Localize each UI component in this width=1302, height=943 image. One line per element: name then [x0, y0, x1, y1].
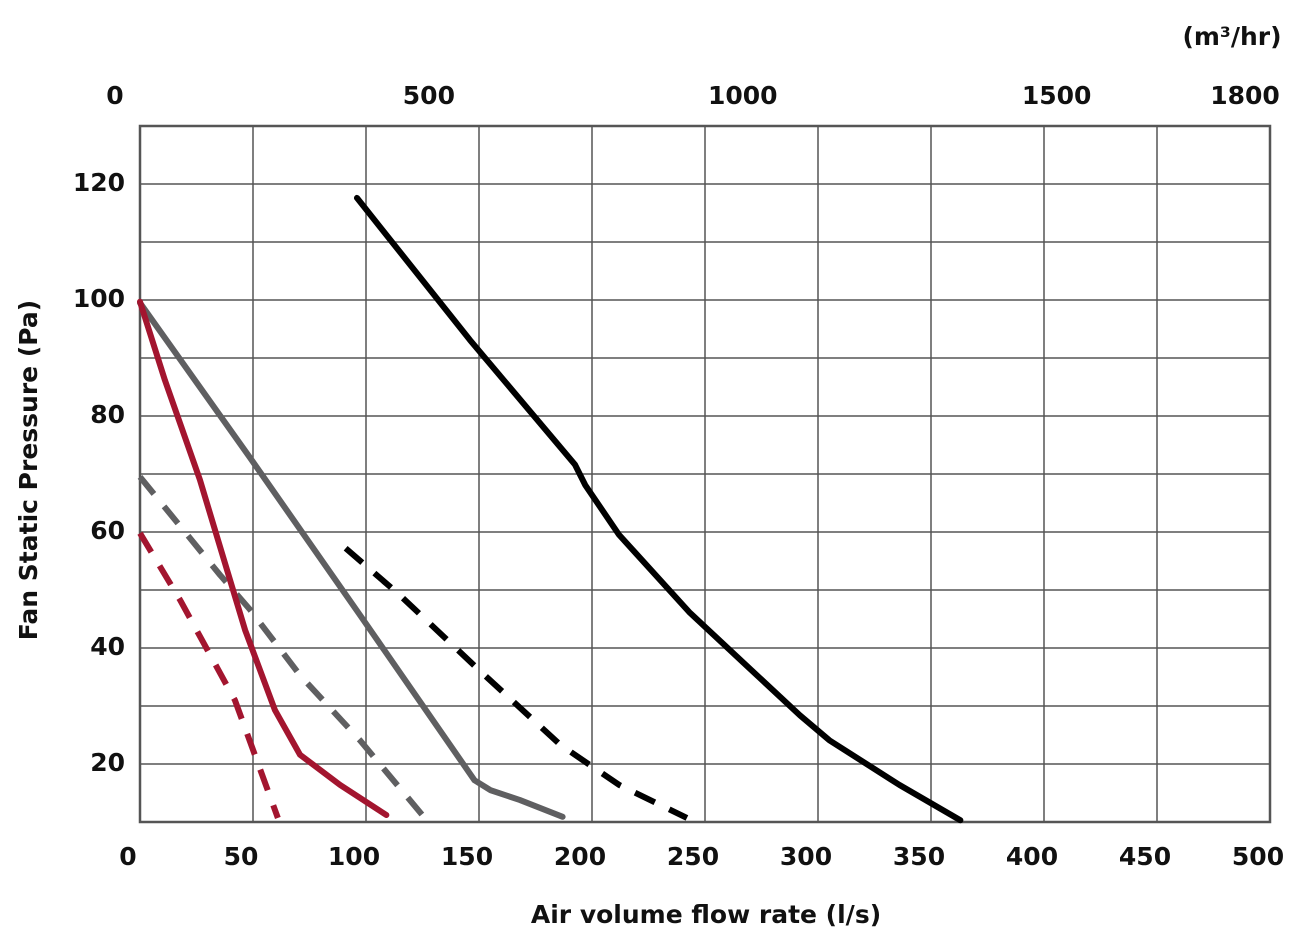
x-tick-label: 400	[1006, 842, 1058, 871]
series-line	[137, 475, 428, 820]
x-tick-label: 250	[667, 842, 719, 871]
series-line	[137, 299, 566, 820]
x-tick-label: 150	[441, 842, 493, 871]
x-tick-label: 300	[780, 842, 832, 871]
x2-tick-label: 1000	[708, 81, 778, 110]
series-line	[137, 298, 390, 819]
x2-tick-label: 1500	[1022, 81, 1092, 110]
x2-tick-label: 0	[106, 81, 123, 110]
x-tick-label: 200	[554, 842, 606, 871]
plot-frame	[138, 124, 1272, 824]
x2-axis-label: (m³/hr)	[1182, 22, 1281, 51]
x-tick-label: 350	[893, 842, 945, 871]
x-tick-label: 500	[1232, 842, 1284, 871]
y-axis-label: Fan Static Pressure (Pa)	[14, 300, 43, 640]
x-tick-label: 100	[328, 842, 380, 871]
y-tick-label: 60	[90, 516, 125, 545]
y-tick-label: 120	[73, 168, 125, 197]
x-tick-label: 450	[1119, 842, 1171, 871]
x-tick-label: 50	[224, 842, 259, 871]
series-line	[137, 531, 281, 819]
y-tick-label: 20	[90, 748, 125, 777]
x-tick-label: 0	[119, 842, 136, 871]
y-tick-label: 80	[90, 400, 125, 429]
x-axis-label: Air volume flow rate (l/s)	[531, 900, 881, 929]
y-tick-label: 100	[73, 284, 125, 313]
x2-tick-label: 1800	[1210, 81, 1280, 110]
x2-tick-label: 500	[403, 81, 455, 110]
series-line	[343, 545, 689, 821]
series-line	[353, 194, 964, 824]
y-tick-label: 40	[90, 632, 125, 661]
